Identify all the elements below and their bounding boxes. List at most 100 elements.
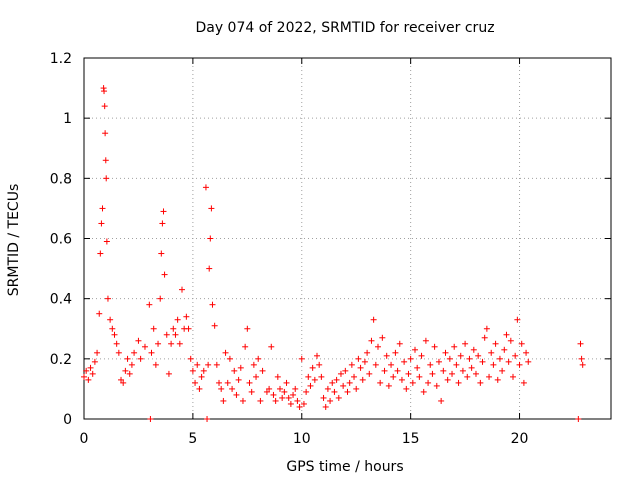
data-point <box>287 400 294 407</box>
data-point <box>472 370 479 377</box>
data-point <box>99 205 106 212</box>
data-point <box>311 376 318 383</box>
data-point <box>81 373 87 380</box>
data-point <box>453 361 460 368</box>
data-point <box>192 379 199 386</box>
data-point <box>198 373 205 380</box>
data-point <box>300 400 307 407</box>
data-point <box>208 205 215 212</box>
data-point <box>211 322 218 329</box>
data-point <box>111 331 118 338</box>
y-tick-label: 0.4 <box>50 292 72 308</box>
data-point <box>503 331 510 338</box>
data-point <box>147 416 154 422</box>
data-point <box>174 316 181 323</box>
data-point <box>207 235 214 242</box>
axis-ticks: 0 0.2 0.4 0.6 0.8 1 1.2 0 5 10 15 20 <box>50 51 611 447</box>
data-point <box>394 367 401 374</box>
y-tick-label: 0 <box>63 412 72 428</box>
data-point <box>374 343 381 350</box>
data-point <box>499 367 506 374</box>
data-point <box>91 358 98 365</box>
data-point <box>294 397 301 404</box>
data-point <box>185 325 192 332</box>
data-point <box>213 361 220 368</box>
data-point <box>505 358 512 365</box>
data-point <box>494 376 501 383</box>
data-point <box>168 340 175 347</box>
y-tick-label: 0.8 <box>50 171 72 187</box>
data-point <box>449 370 456 377</box>
data-point <box>242 343 249 350</box>
data-point <box>113 340 120 347</box>
data-point <box>89 370 96 377</box>
data-point <box>146 301 153 308</box>
y-axis-label: SRMTID / TECUs <box>6 184 22 297</box>
data-point <box>218 385 225 392</box>
data-point <box>150 325 157 332</box>
data-point <box>479 358 486 365</box>
data-point <box>320 394 327 401</box>
data-point <box>248 388 255 395</box>
data-point <box>281 388 288 395</box>
data-point <box>292 385 299 392</box>
data-point <box>322 403 329 410</box>
data-point <box>206 265 213 272</box>
data-point <box>420 388 427 395</box>
data-point <box>194 361 201 368</box>
data-point <box>244 325 251 332</box>
data-point <box>220 397 227 404</box>
data-point <box>579 361 586 368</box>
data-point <box>209 301 216 308</box>
data-point <box>270 391 277 398</box>
data-point <box>160 208 167 215</box>
data-point <box>276 385 283 392</box>
data-point <box>229 385 236 392</box>
data-point <box>577 340 584 347</box>
x-tick-label: 15 <box>402 431 420 447</box>
data-point <box>157 295 164 302</box>
data-point <box>457 352 464 359</box>
data-point <box>431 343 438 350</box>
data-point <box>124 355 131 362</box>
data-point <box>459 367 466 374</box>
data-point <box>357 364 364 371</box>
data-point <box>444 376 451 383</box>
data-point <box>239 397 246 404</box>
data-point <box>128 361 135 368</box>
data-point <box>344 388 351 395</box>
data-point <box>327 397 334 404</box>
data-point <box>462 340 469 347</box>
data-point <box>200 367 207 374</box>
x-tick-label: 20 <box>511 431 529 447</box>
x-axis-label: GPS time / hours <box>286 459 403 475</box>
data-point <box>451 343 458 350</box>
data-point <box>101 103 108 110</box>
data-point <box>161 271 168 278</box>
data-point <box>525 358 532 365</box>
data-point <box>414 364 421 371</box>
data-point <box>263 388 270 395</box>
data-point <box>366 370 373 377</box>
data-point <box>101 88 108 95</box>
data-point <box>196 385 203 392</box>
data-point <box>507 337 514 344</box>
data-point <box>383 352 390 359</box>
data-point <box>348 361 355 368</box>
data-point <box>103 175 110 182</box>
data-point <box>435 358 442 365</box>
data-point <box>466 355 473 362</box>
data-point <box>187 355 194 362</box>
data-point <box>346 379 353 386</box>
data-point <box>104 295 111 302</box>
data-point <box>257 397 264 404</box>
data-point <box>279 394 286 401</box>
data-point <box>329 379 336 386</box>
data-point <box>115 349 122 356</box>
data-point <box>501 346 508 353</box>
x-tick-label: 0 <box>80 431 89 447</box>
data-point <box>492 340 499 347</box>
data-point <box>102 157 109 164</box>
data-point <box>392 349 399 356</box>
data-point <box>83 367 90 374</box>
